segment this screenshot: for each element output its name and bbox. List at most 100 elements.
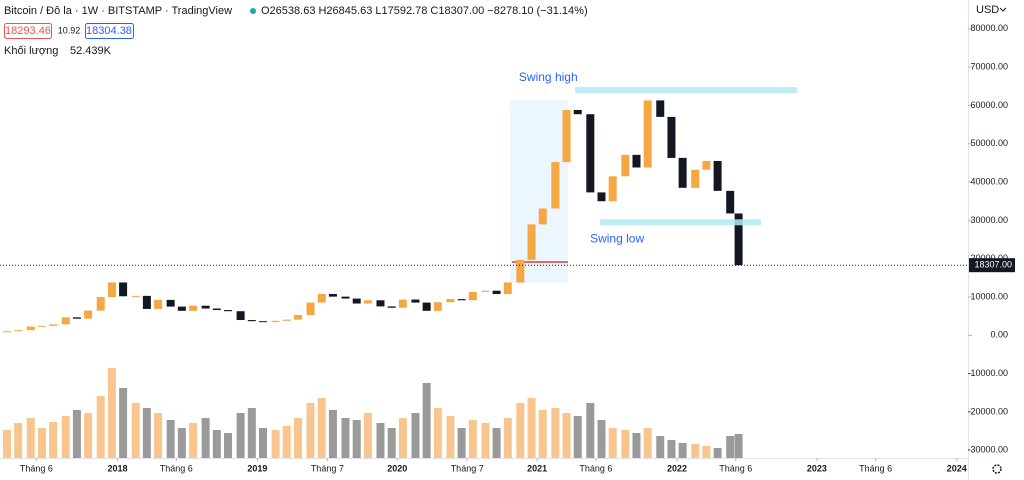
currency-caret [999,7,1007,12]
volume-bar [306,403,315,458]
volume-bar [734,434,743,458]
y-tick-label: 80000.00 [970,23,1008,33]
volume-bar [236,413,245,458]
candle-body [586,114,595,193]
x-tick-label: Tháng 7 [311,463,344,473]
candle-body [387,306,396,308]
x-tick-label: 2018 [107,463,127,473]
volume-bar [433,408,442,458]
x-tick-label: 2023 [807,463,827,473]
volume-bar [538,410,547,458]
last-price-box [969,258,1015,273]
y-tick-label: 70000.00 [970,61,1008,71]
volume-bar [667,440,676,458]
candle-body [37,325,46,327]
bid-button[interactable] [4,23,52,39]
volume-bar [328,410,337,458]
candle-body [247,320,256,322]
volume-bar [189,423,198,458]
volume-bar [656,436,665,458]
spread: 10.92 [58,25,81,35]
currency[interactable]: USD [976,4,999,16]
volume-bar [713,448,722,458]
candle-body [341,296,350,299]
volume-bar [154,413,163,458]
candle-body [632,154,641,168]
volume-bar [247,408,256,458]
y-tick-label: -10000.00 [967,368,1008,378]
volume-bar [726,436,735,458]
y-tick-label: -20000.00 [967,406,1008,416]
x-tick-label: Tháng 6 [160,463,193,473]
volume-bar [317,398,326,458]
candle-body [201,305,210,309]
bid: 18293.46 [5,25,51,37]
volume-bar [177,428,186,458]
candle-body [49,324,58,326]
volume-bar [119,388,128,458]
x-tick-label: 2021 [527,463,547,473]
candle-body [154,299,163,309]
volume-bar [258,428,267,458]
volume-bar [363,413,372,458]
volume-bar [457,428,466,458]
y-tick-label: 0.00 [990,330,1008,340]
volume-bar [201,418,210,458]
volume-bar [96,396,105,458]
candle-body [621,154,630,177]
volume-bar [468,420,477,458]
level-zone [600,219,761,226]
volume-bar [678,443,687,458]
volume-bar [702,446,711,458]
volume-bar [37,428,46,458]
volume-bar [632,433,641,458]
volume-bar [376,423,385,458]
candle-body [352,298,361,304]
y-tick-label: 30000.00 [970,215,1008,225]
candle-body [468,291,477,301]
volume-bar [551,408,560,458]
volume-bar [398,418,407,458]
x-tick-label: 2024 [947,463,967,473]
volume-bar [643,428,652,458]
candle-body [678,157,687,188]
candle-body [422,302,431,311]
candle-body [26,326,35,331]
candle-body [527,224,536,260]
candle-body [282,319,291,321]
x-tick-label: Tháng 7 [451,463,484,473]
candle-body [376,300,385,307]
candle-body [131,295,140,297]
candle-body [142,295,151,309]
volume-bar [293,418,302,458]
candle-body [734,213,743,266]
volume-bar [597,420,606,458]
volume-bar [621,430,630,458]
candle-body [224,310,233,312]
volume-bar [586,403,595,458]
candle-body [317,293,326,303]
volume-bar [271,430,280,458]
y-tick-label: 40000.00 [970,176,1008,186]
volume-bar [562,413,571,458]
candle-body [457,299,466,301]
candle-body [538,208,547,225]
y-tick-label: 50000.00 [970,138,1008,148]
candle-body [177,306,186,311]
ask: 18304.38 [86,25,132,37]
x-tick-label: 2020 [387,463,407,473]
volume-bar [573,416,582,458]
candle-body [446,299,455,303]
volume-bar [446,416,455,458]
x-tick-label: Tháng 6 [579,463,612,473]
volume-bar [212,430,221,458]
ask-button[interactable] [85,23,134,39]
settings-icon[interactable] [992,464,1002,474]
x-tick-label: Tháng 6 [859,463,892,473]
x-tick-label: Tháng 6 [20,463,53,473]
ohlc: O26538.63 H26845.63 L17592.78 C18307.00 … [261,5,588,17]
candle-body [306,302,315,316]
volume-bar [492,428,501,458]
